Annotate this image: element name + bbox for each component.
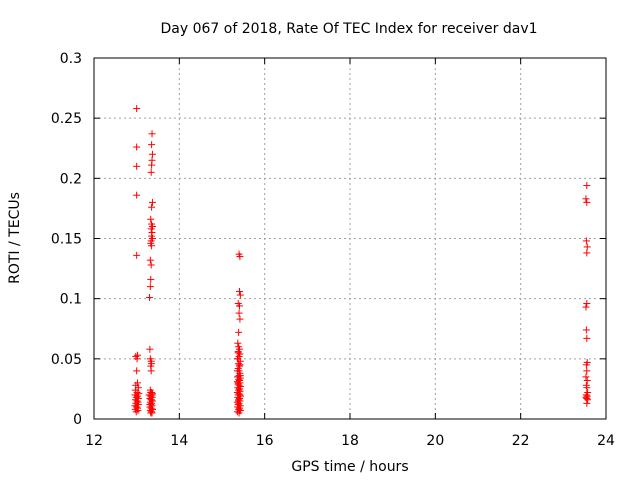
data-point — [235, 309, 243, 317]
data-point — [236, 253, 244, 261]
x-tick-label: 12 — [85, 433, 103, 449]
data-point — [145, 293, 153, 301]
data-point — [133, 367, 141, 375]
data-point — [583, 399, 591, 407]
data-point — [582, 195, 590, 203]
data-point — [234, 379, 242, 387]
data-point — [148, 161, 156, 169]
data-point — [235, 302, 243, 310]
data-point — [235, 287, 243, 295]
x-tick-label: 24 — [597, 433, 615, 449]
data-point — [583, 334, 591, 342]
data-point — [147, 215, 155, 223]
data-point — [583, 299, 591, 307]
y-axis-label: ROTI / TECUs — [7, 192, 23, 284]
y-tick-label: 0.1 — [60, 292, 82, 308]
data-point — [146, 256, 154, 264]
data-point — [583, 198, 591, 206]
data-point — [236, 391, 244, 399]
data-point — [236, 315, 244, 323]
data-point — [132, 408, 140, 416]
data-point — [582, 373, 590, 381]
y-tick-label: 0 — [73, 412, 82, 428]
x-tick-label: 20 — [426, 433, 444, 449]
data-point — [146, 283, 154, 291]
y-tick-label: 0.3 — [60, 51, 82, 67]
data-point — [147, 261, 155, 269]
data-point — [583, 367, 591, 375]
y-tick-label: 0.15 — [51, 232, 82, 248]
data-point — [235, 328, 243, 336]
data-point — [235, 385, 243, 393]
chart-title: Day 067 of 2018, Rate Of TEC Index for r… — [160, 21, 537, 37]
data-point — [234, 339, 242, 347]
data-point — [234, 349, 242, 357]
data-point — [236, 372, 244, 380]
data-point — [236, 361, 244, 369]
data-point — [236, 407, 244, 415]
data-point — [235, 343, 243, 351]
data-point — [133, 251, 141, 259]
data-point — [583, 182, 591, 190]
x-tick-label: 22 — [512, 433, 530, 449]
data-point — [234, 403, 242, 411]
data-point — [134, 407, 142, 415]
data-point — [148, 130, 156, 138]
data-point — [148, 141, 156, 149]
data-point — [133, 162, 141, 170]
data-point — [148, 242, 156, 250]
data-point — [133, 355, 141, 363]
data-point — [582, 237, 590, 245]
data-points — [131, 105, 592, 417]
data-point — [147, 275, 155, 283]
y-tick-label: 0.25 — [51, 111, 82, 127]
data-point — [148, 198, 156, 206]
data-point — [583, 243, 591, 251]
data-point — [146, 401, 154, 409]
data-point — [235, 367, 243, 375]
data-point — [233, 355, 241, 363]
data-point — [148, 150, 156, 158]
data-point — [582, 303, 590, 311]
data-point — [583, 384, 591, 392]
x-tick-label: 16 — [256, 433, 274, 449]
data-point — [236, 291, 244, 299]
data-point — [148, 405, 156, 413]
data-point — [584, 396, 592, 404]
data-point — [583, 249, 591, 257]
data-point — [235, 397, 243, 405]
x-axis-label: GPS time / hours — [291, 459, 408, 475]
y-axis-ticks: 0 0.05 0.1 0.15 0.2 0.25 0.3 — [51, 51, 606, 428]
data-point — [583, 376, 591, 384]
x-axis-ticks: 12 14 16 18 20 22 24 — [85, 58, 615, 449]
x-tick-label: 14 — [170, 433, 188, 449]
data-point — [148, 203, 156, 211]
data-point — [147, 396, 155, 404]
data-point — [147, 225, 155, 233]
x-tick-label: 18 — [341, 433, 359, 449]
data-point — [582, 361, 590, 369]
data-point — [133, 143, 141, 151]
data-point — [133, 191, 141, 199]
grid-lines — [94, 58, 606, 419]
y-tick-label: 0.2 — [60, 171, 82, 187]
data-point — [147, 389, 155, 397]
data-point — [582, 326, 590, 334]
data-point — [146, 345, 154, 353]
data-point — [147, 168, 155, 176]
y-tick-label: 0.05 — [51, 352, 82, 368]
data-point — [147, 367, 155, 375]
data-point — [133, 105, 141, 113]
